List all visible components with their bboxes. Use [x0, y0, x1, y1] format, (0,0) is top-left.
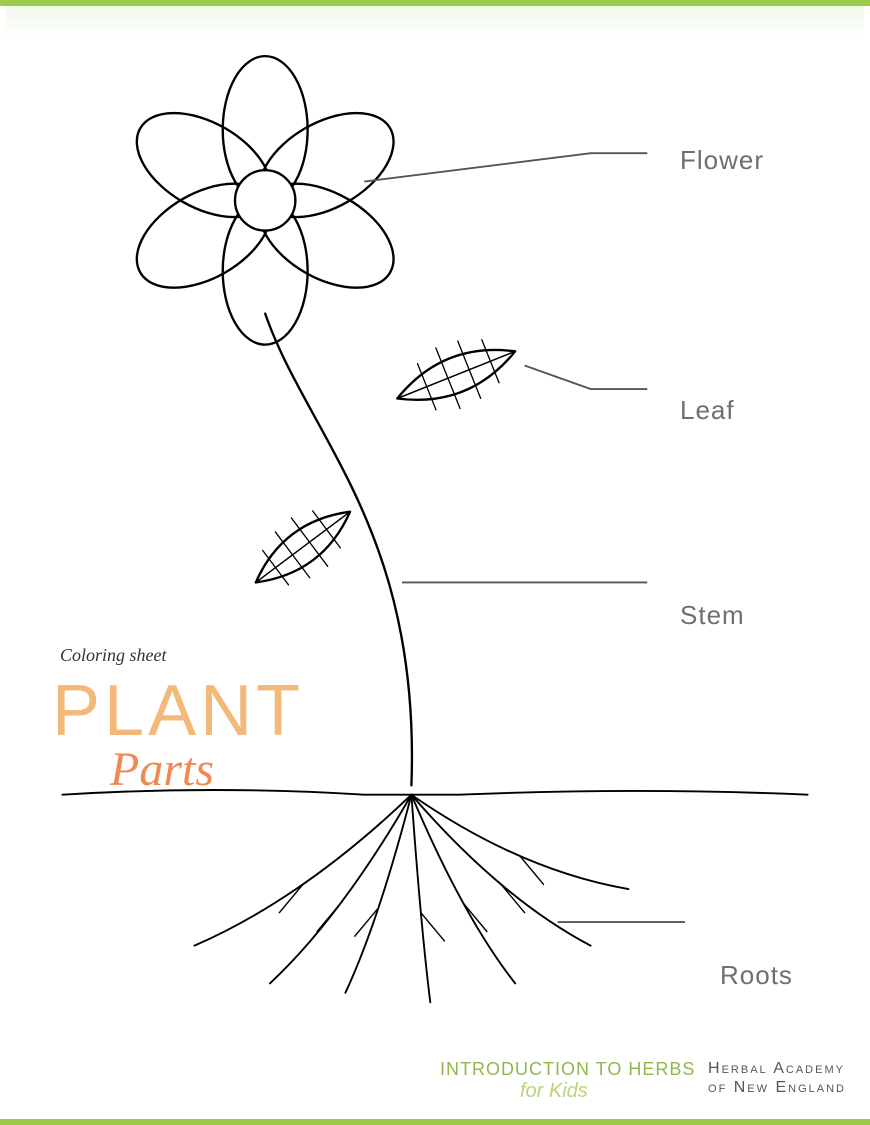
page-footer: INTRODUCTION TO HERBS for Kids Herbal Ac…	[0, 1053, 870, 1103]
footer-for-kids-line: for Kids	[520, 1080, 695, 1103]
footer-intro-line: INTRODUCTION TO HERBS	[440, 1059, 695, 1080]
plant-diagram	[0, 40, 870, 1040]
watercolor-header-band	[6, 6, 864, 40]
heading-subtitle: Coloring sheet	[60, 645, 167, 666]
footer-academy-line1: Herbal Academy	[708, 1059, 846, 1078]
heading-title-main: PLANT	[52, 670, 304, 752]
footer-academy-line2: of New England	[708, 1078, 846, 1097]
footer-left-branding: INTRODUCTION TO HERBS for Kids	[440, 1059, 695, 1103]
label-stem: Stem	[680, 600, 745, 631]
page-border-bottom	[0, 1119, 870, 1125]
footer-right-branding: Herbal Academy of New England	[708, 1059, 846, 1097]
heading-title-sub: Parts	[110, 742, 214, 797]
label-leaf: Leaf	[680, 395, 735, 426]
label-roots: Roots	[720, 960, 793, 991]
label-flower: Flower	[680, 145, 764, 176]
